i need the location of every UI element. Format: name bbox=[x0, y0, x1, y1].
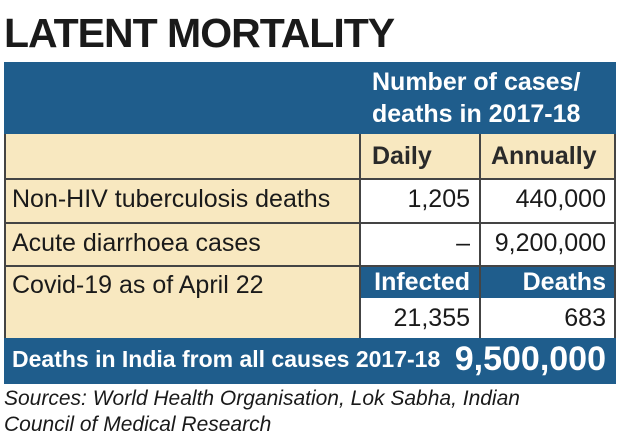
grid-line bbox=[359, 134, 361, 338]
chart-title: LATENT MORTALITY bbox=[4, 10, 395, 56]
total-value: 9,500,000 bbox=[454, 340, 606, 378]
grid-line bbox=[479, 134, 481, 338]
source-line-2: Council of Medical Research bbox=[4, 413, 272, 436]
column-header-daily: Daily bbox=[372, 142, 432, 170]
grid-line bbox=[614, 134, 616, 338]
cell-tb-annually: 440,000 bbox=[515, 185, 606, 213]
total-band bbox=[4, 338, 616, 384]
grid-line bbox=[4, 265, 616, 267]
covid-infected-label: Infected bbox=[374, 268, 470, 296]
header-line-1: Number of cases/ bbox=[372, 68, 581, 96]
covid-values-bg bbox=[360, 298, 616, 338]
covid-header-bg bbox=[360, 266, 616, 298]
table-header-band bbox=[4, 62, 616, 134]
cell-tb-daily: 1,205 bbox=[407, 185, 470, 213]
row-label-tb: Non-HIV tuberculosis deaths bbox=[12, 185, 331, 213]
grid-line bbox=[4, 222, 616, 224]
grid-line bbox=[4, 134, 6, 338]
source-line-1: Sources: World Health Organisation, Lok … bbox=[4, 387, 520, 410]
column-header-annually: Annually bbox=[491, 142, 597, 170]
row-label-covid: Covid-19 as of April 22 bbox=[12, 271, 264, 299]
total-label: Deaths in India from all causes 2017-18 bbox=[12, 346, 441, 372]
covid-deaths-label: Deaths bbox=[522, 268, 606, 296]
label-column-bg bbox=[4, 134, 360, 338]
cell-covid-infected: 21,355 bbox=[393, 304, 470, 332]
row-label-diarrhoea: Acute diarrhoea cases bbox=[12, 229, 261, 257]
header-line-2: deaths in 2017-18 bbox=[372, 100, 581, 128]
cell-covid-deaths: 683 bbox=[564, 304, 606, 332]
cell-diarrhoea-annually: 9,200,000 bbox=[494, 229, 606, 257]
cell-diarrhoea-daily: – bbox=[456, 229, 470, 257]
subheader-bg bbox=[360, 134, 616, 178]
grid-line bbox=[4, 178, 616, 180]
